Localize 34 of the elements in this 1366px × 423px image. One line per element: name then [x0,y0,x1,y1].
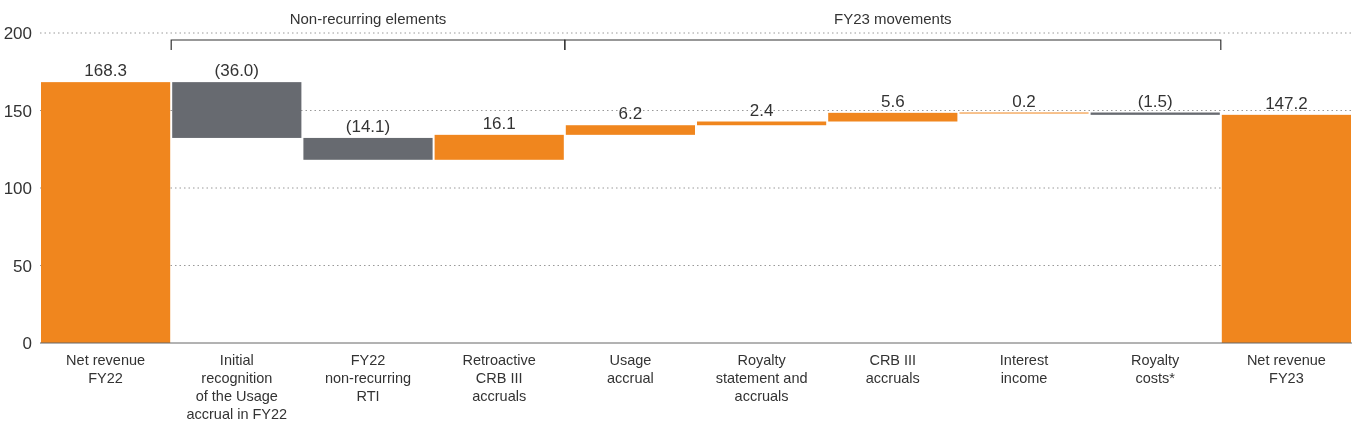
x-tick-label: FY22 non-recurring RTI [324,352,412,404]
data-label: 6.2 [618,104,643,124]
x-tick-label: Initial recognition of the Usage accrual in FY22 [186,352,288,422]
data-label: 168.3 [84,61,127,81]
data-label: 147.2 [1265,93,1308,113]
bar [41,82,171,343]
data-label: 5.6 [880,91,905,111]
data-label: 2.4 [749,100,774,120]
x-tick-label: Interest income [999,352,1049,386]
data-label: (14.1) [345,116,391,136]
data-label: (1.5) [1137,91,1173,111]
bar [172,82,302,138]
x-tick-label: Net revenue FY22 [66,352,146,386]
text: FY23 movements [834,10,952,27]
y-tick-label: 0 [22,334,32,353]
x-tick-label: Usage accrual [607,352,654,386]
x-tick-label: Net revenue FY23 [1246,352,1326,386]
y-tick-label: 50 [13,256,32,276]
bar [565,125,695,135]
y-tick-label: 150 [3,101,32,121]
bar [828,112,958,122]
y-tick-label: 100 [3,179,32,198]
bar [434,134,564,160]
x-tick-label: Retroactive CRB III accruals [462,352,536,404]
data-label: 0.2 [1012,91,1036,111]
bar [1221,114,1351,343]
data-label: (36.0) [214,61,260,81]
x-tick-label: CRB III accruals [865,352,920,386]
x-tick-label: Royalty statement and accruals [715,352,808,404]
bar [303,137,433,160]
x-tick-label: Royalty costs* [1131,352,1181,386]
data-label: 16.1 [482,113,516,133]
text: Non-recurring elements [289,10,447,27]
y-tick-label: 200 [3,24,32,43]
